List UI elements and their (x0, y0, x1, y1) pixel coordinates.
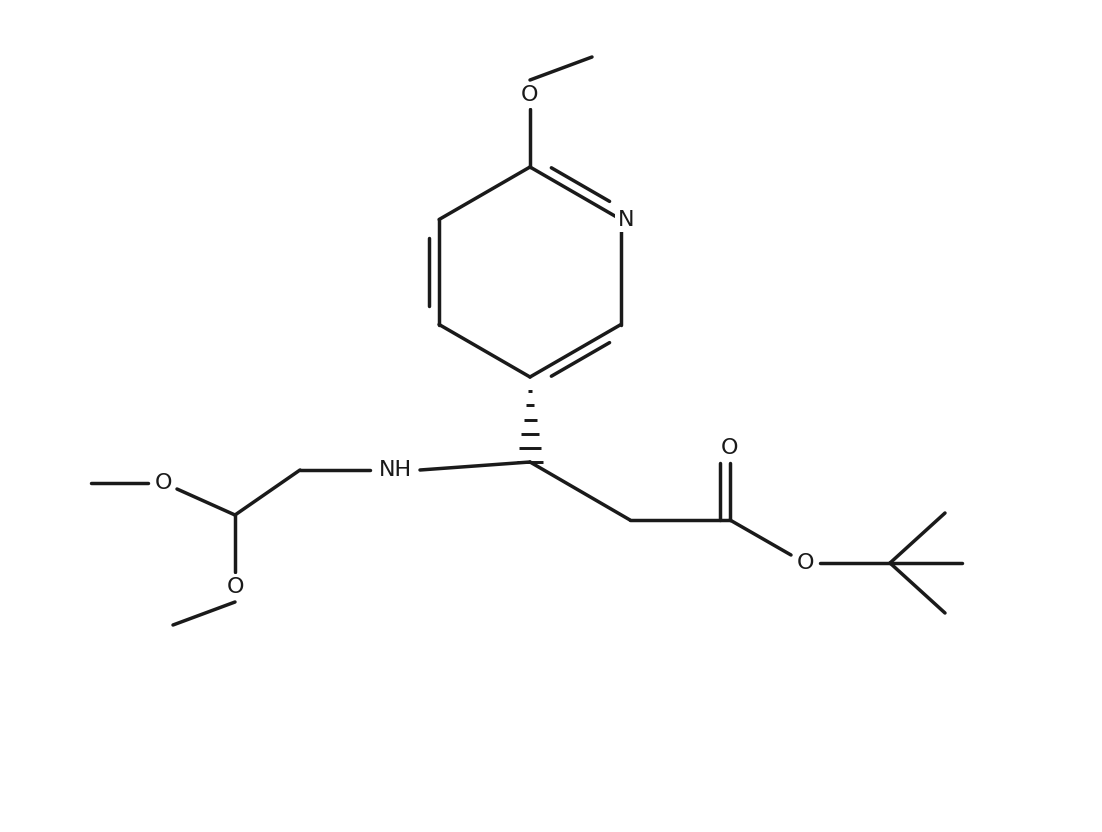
Text: O: O (797, 553, 813, 573)
Text: N: N (618, 210, 634, 230)
Text: NH: NH (378, 460, 411, 480)
Text: O: O (721, 438, 738, 458)
Text: O: O (226, 577, 244, 597)
Text: O: O (521, 85, 539, 105)
Text: O: O (154, 473, 172, 493)
